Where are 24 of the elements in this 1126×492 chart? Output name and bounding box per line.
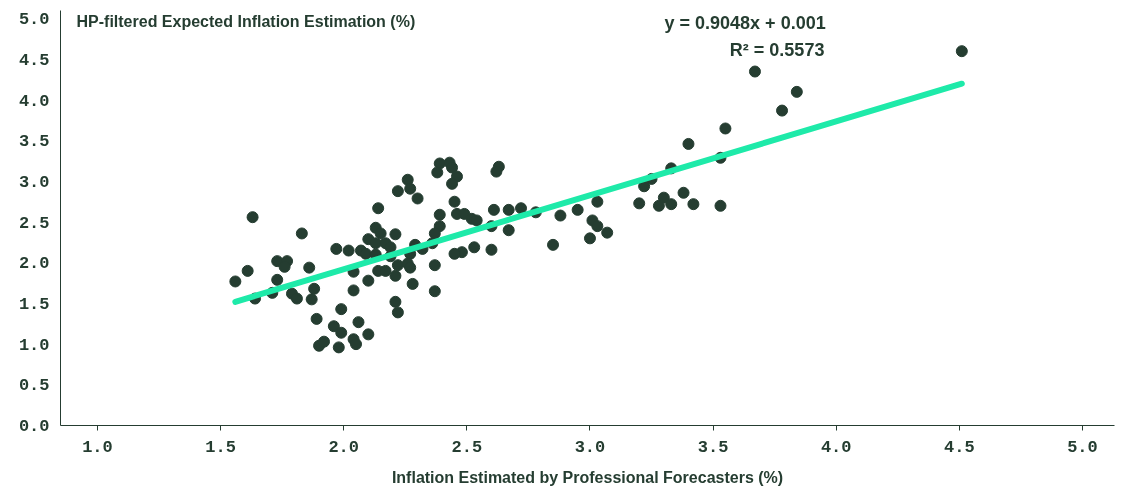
x-tick-label: 2.0: [328, 437, 360, 457]
y-tick-label: 1.0: [18, 335, 50, 355]
x-tick-label: 3.0: [574, 437, 606, 457]
x-tick-label: 5.0: [1067, 437, 1098, 457]
y-tick-label: 0.5: [18, 376, 50, 396]
y-tick-label: 2.5: [18, 213, 50, 233]
x-tick-label: 4.0: [820, 437, 852, 457]
x-tick-label: 3.5: [697, 437, 729, 457]
x-axis-title: Inflation Estimated by Professional Forecasters (%): [391, 468, 784, 486]
annotation: R² = 0.5573: [729, 39, 825, 60]
y-tick-label: 5.0: [18, 10, 50, 30]
y-tick-label: 3.0: [18, 172, 50, 192]
y-tick-label: 1.5: [18, 294, 50, 314]
y-tick-label: 2.0: [18, 254, 50, 274]
y-tick-label: 4.5: [18, 50, 50, 70]
y-tick-label: 0.0: [18, 417, 50, 436]
x-tick-label: 4.5: [944, 437, 975, 457]
x-tick-label: 2.5: [451, 437, 483, 457]
y-tick-label: 3.5: [18, 132, 50, 152]
y-axis-title: HP-filtered Expected Inflation Estimation (%): [76, 12, 416, 30]
y-tick-label: 4.0: [18, 91, 50, 111]
annotation: y = 0.9048x + 0.001: [664, 12, 826, 33]
x-tick-label: 1.0: [82, 437, 113, 457]
x-tick-label: 1.5: [205, 437, 236, 457]
